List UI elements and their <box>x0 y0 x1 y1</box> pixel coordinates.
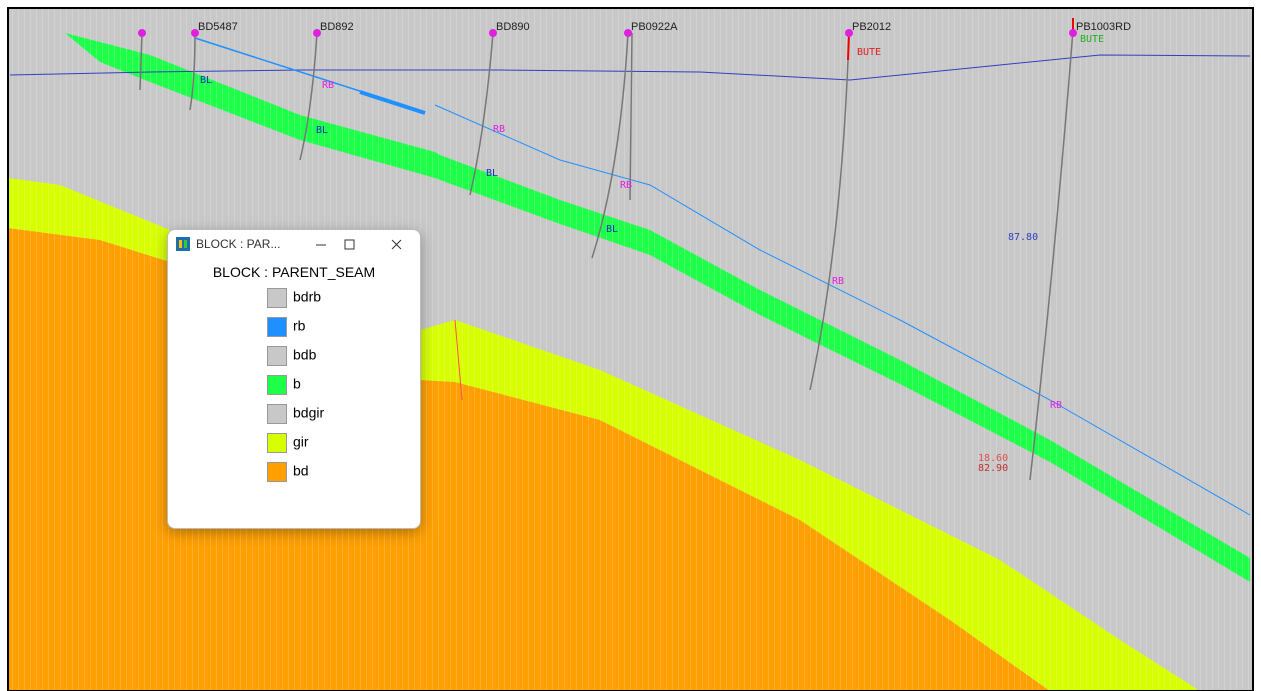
legend-swatch <box>267 375 287 395</box>
legend-swatch <box>267 433 287 453</box>
collar-dot <box>313 29 321 37</box>
annotation: BUTE <box>1080 34 1104 45</box>
borehole-label: PB0922A <box>631 21 678 33</box>
legend-swatch <box>267 462 287 482</box>
legend-label: rb <box>293 317 306 334</box>
collar <box>847 32 850 61</box>
legend-swatch <box>267 317 287 337</box>
collar-dot <box>138 29 146 37</box>
annotation: BL <box>200 75 212 86</box>
annotation: 18.60 <box>978 453 1008 464</box>
frame <box>7 7 1254 691</box>
legend-label: gir <box>293 433 309 450</box>
borehole-label: BD5487 <box>198 21 238 33</box>
legend-item: bdb <box>267 346 316 366</box>
collar-dot <box>845 29 853 37</box>
annotation: RB <box>1050 400 1062 411</box>
legend-window[interactable]: BLOCK : PAR... BLOCK : PARENT_SEAM bdrb r… <box>167 229 421 529</box>
legend-label: b <box>293 375 301 392</box>
legend-item: b <box>267 375 301 395</box>
legend-label: bdb <box>293 346 317 363</box>
rb-line <box>434 104 1251 516</box>
drill-traces <box>139 29 1074 481</box>
legend-swatch <box>267 288 287 308</box>
legend-swatch <box>267 404 287 424</box>
window-title: BLOCK : PAR... <box>196 237 281 251</box>
annotation: BL <box>606 224 618 235</box>
borehole-label: BD890 <box>496 21 530 33</box>
legend-heading: BLOCK : PARENT_SEAM <box>212 264 376 280</box>
title-icons <box>176 237 402 251</box>
legend-item: bdrb <box>267 288 321 308</box>
annotation: BL <box>316 125 328 136</box>
legend-label: bdrb <box>293 288 322 305</box>
annotation: 87.80 <box>1008 232 1038 243</box>
annotation: RB <box>322 80 334 91</box>
collar-dot <box>191 29 199 37</box>
borehole-label: BD892 <box>320 21 354 33</box>
borehole-label: PB2012 <box>852 21 891 33</box>
legend-item: bdgir <box>267 404 324 424</box>
legend-item: gir <box>267 433 309 453</box>
annotation: RB <box>620 180 632 191</box>
title-strip <box>0 0 1261 8</box>
collar-dot <box>1069 29 1077 37</box>
annotation: BL <box>486 168 498 179</box>
legend-label: bd <box>293 462 309 479</box>
legend-item: rb <box>267 317 305 337</box>
legend-swatch <box>267 346 287 366</box>
annotation: 82.90 <box>978 463 1008 474</box>
borehole-label: PB1003RD <box>1076 21 1131 33</box>
title-bar: BLOCK : PAR... <box>168 230 420 258</box>
annotation: RB <box>832 276 844 287</box>
annotation: RB <box>493 124 505 135</box>
horizon-line <box>9 54 1251 81</box>
legend-label: bdgir <box>293 404 325 421</box>
collar-dot <box>489 29 497 37</box>
rb-line-thick <box>359 90 426 115</box>
fault <box>454 319 463 401</box>
annotation: BUTE <box>857 47 881 58</box>
legend-item: bd <box>267 462 309 482</box>
collar-dot <box>624 29 632 37</box>
